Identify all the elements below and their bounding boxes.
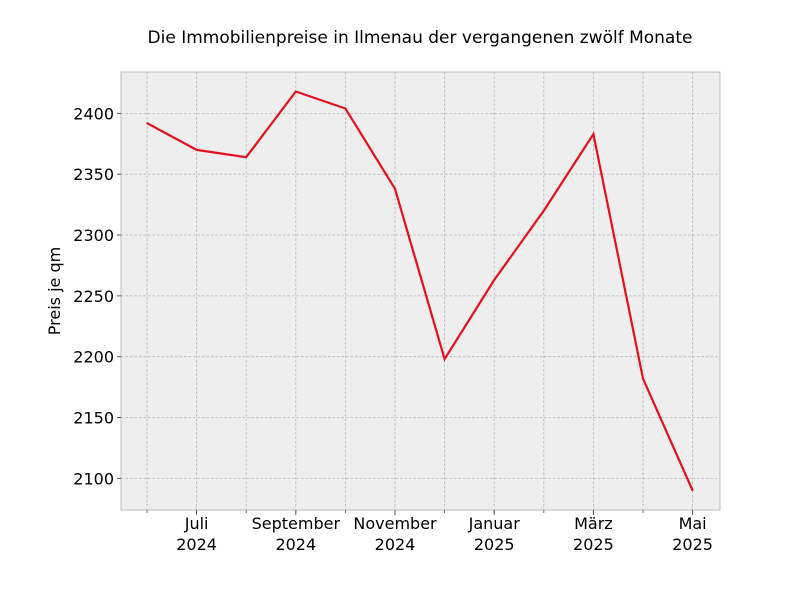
data-point <box>295 90 297 93</box>
y-tick-label: 2100 <box>73 469 114 488</box>
data-point <box>493 279 495 281</box>
data-point <box>245 156 247 158</box>
x-tick-label: 2025 <box>573 535 614 554</box>
data-point <box>444 358 446 360</box>
y-tick-label: 2400 <box>73 104 114 123</box>
x-tick-label: Juli <box>184 514 209 533</box>
y-tick-label: 2300 <box>73 226 114 245</box>
data-point <box>642 378 644 380</box>
y-tick-label: 2150 <box>73 409 114 428</box>
x-tick-label: November <box>353 514 437 533</box>
x-tick-label: Januar <box>468 514 521 533</box>
data-point <box>196 149 198 151</box>
data-point <box>592 133 595 135</box>
x-axis: Juli 2024 September 2024 November 2024 Januar 2… <box>146 510 713 554</box>
grid-lines <box>121 72 720 510</box>
x-tick-label: 2024 <box>375 535 416 554</box>
data-point <box>543 210 545 212</box>
series-group <box>146 90 694 492</box>
data-point <box>692 489 694 492</box>
y-tick-label: 2200 <box>73 348 114 367</box>
x-tick-label: September <box>252 514 341 533</box>
x-tick-label: März <box>574 514 613 533</box>
plot-frame <box>120 71 721 511</box>
data-point <box>146 122 148 124</box>
x-tick-label: Mai <box>679 514 707 533</box>
y-axis: 2100 2150 2200 2250 2300 2350 2400 <box>73 104 121 488</box>
x-tick-label: 2025 <box>672 535 713 554</box>
data-point <box>394 188 396 190</box>
y-axis-label: Preis je qm <box>45 247 64 335</box>
x-tick-label: 2024 <box>275 535 316 554</box>
chart-title: Die Immobilienpreise in Ilmenau der verg… <box>148 28 693 48</box>
y-tick-label: 2350 <box>73 165 114 184</box>
data-point <box>344 107 346 110</box>
x-tick-label: 2024 <box>176 535 217 554</box>
x-tick-label: 2025 <box>474 535 515 554</box>
series-line <box>146 90 694 491</box>
plot-area <box>121 72 720 510</box>
plot-border <box>120 71 721 511</box>
y-tick-label: 2250 <box>73 287 114 306</box>
